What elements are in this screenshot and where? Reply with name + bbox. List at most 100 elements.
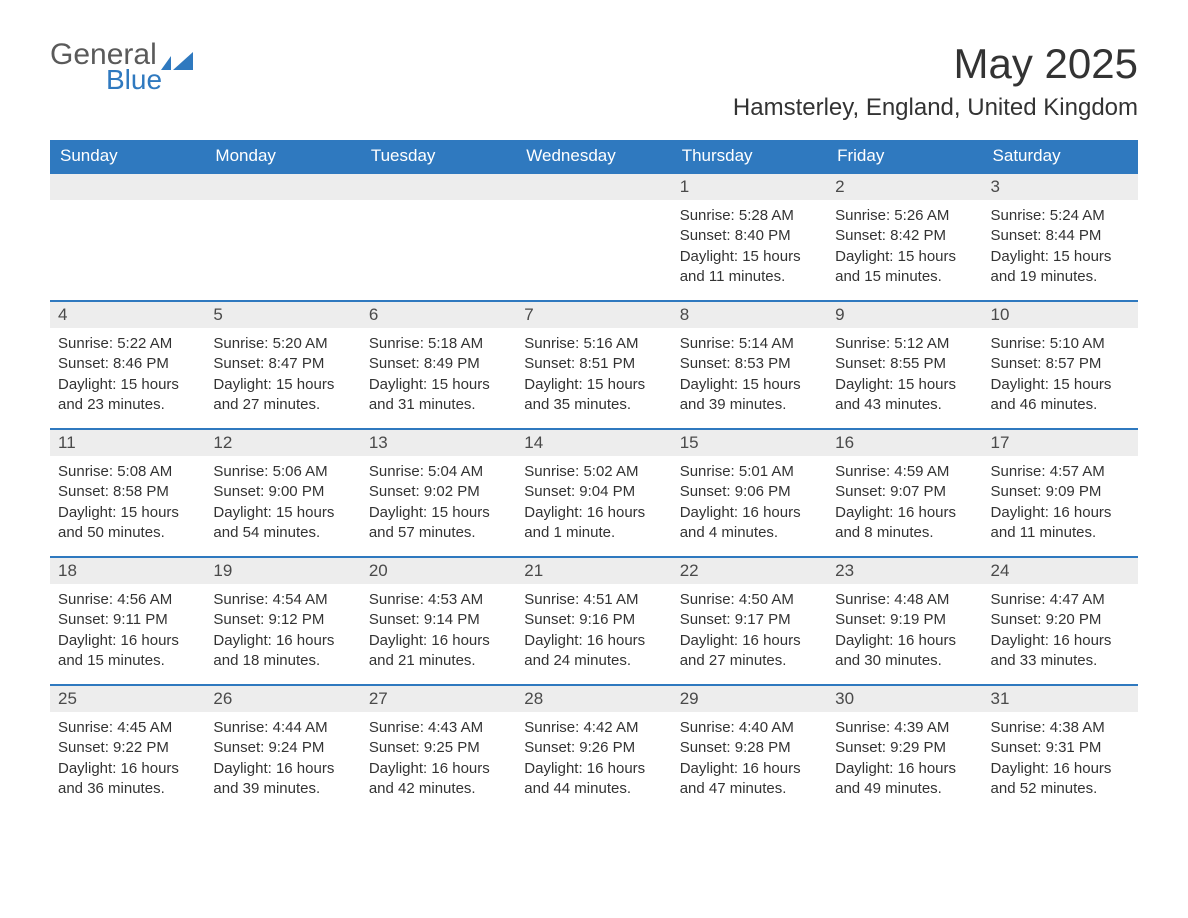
calendar-cell bbox=[361, 173, 516, 301]
daylight-line: Daylight: 15 hours and 31 minutes. bbox=[369, 375, 508, 416]
calendar-cell: 19Sunrise: 4:54 AMSunset: 9:12 PMDayligh… bbox=[205, 557, 360, 685]
sunset-line: Sunset: 8:47 PM bbox=[213, 354, 352, 374]
day-details: Sunrise: 4:42 AMSunset: 9:26 PMDaylight:… bbox=[516, 712, 671, 805]
daylight-line: Daylight: 16 hours and 47 minutes. bbox=[680, 759, 819, 800]
sunset-line: Sunset: 9:28 PM bbox=[680, 738, 819, 758]
day-of-week-header: Friday bbox=[827, 140, 982, 173]
day-details: Sunrise: 5:06 AMSunset: 9:00 PMDaylight:… bbox=[205, 456, 360, 549]
calendar-cell bbox=[50, 173, 205, 301]
sunrise-line: Sunrise: 5:22 AM bbox=[58, 334, 197, 354]
sunset-line: Sunset: 8:49 PM bbox=[369, 354, 508, 374]
sunset-line: Sunset: 8:58 PM bbox=[58, 482, 197, 502]
sunset-line: Sunset: 9:24 PM bbox=[213, 738, 352, 758]
calendar-cell: 12Sunrise: 5:06 AMSunset: 9:00 PMDayligh… bbox=[205, 429, 360, 557]
day-number: 15 bbox=[672, 430, 827, 456]
sunset-line: Sunset: 8:57 PM bbox=[991, 354, 1130, 374]
day-number: 2 bbox=[827, 174, 982, 200]
daylight-line: Daylight: 15 hours and 39 minutes. bbox=[680, 375, 819, 416]
sunrise-line: Sunrise: 4:54 AM bbox=[213, 590, 352, 610]
day-details: Sunrise: 4:40 AMSunset: 9:28 PMDaylight:… bbox=[672, 712, 827, 805]
sunrise-line: Sunrise: 5:26 AM bbox=[835, 206, 974, 226]
calendar-cell bbox=[205, 173, 360, 301]
sunset-line: Sunset: 9:12 PM bbox=[213, 610, 352, 630]
calendar-cell: 14Sunrise: 5:02 AMSunset: 9:04 PMDayligh… bbox=[516, 429, 671, 557]
day-details: Sunrise: 5:14 AMSunset: 8:53 PMDaylight:… bbox=[672, 328, 827, 421]
day-number: 27 bbox=[361, 686, 516, 712]
day-details: Sunrise: 4:48 AMSunset: 9:19 PMDaylight:… bbox=[827, 584, 982, 677]
logo: General Blue bbox=[50, 40, 193, 94]
day-details: Sunrise: 5:24 AMSunset: 8:44 PMDaylight:… bbox=[983, 200, 1138, 293]
day-details: Sunrise: 5:26 AMSunset: 8:42 PMDaylight:… bbox=[827, 200, 982, 293]
empty-daynum-bar bbox=[516, 174, 671, 200]
sunrise-line: Sunrise: 5:16 AM bbox=[524, 334, 663, 354]
day-details: Sunrise: 4:57 AMSunset: 9:09 PMDaylight:… bbox=[983, 456, 1138, 549]
title-block: May 2025 Hamsterley, England, United Kin… bbox=[733, 40, 1138, 132]
sunset-line: Sunset: 9:17 PM bbox=[680, 610, 819, 630]
day-number: 16 bbox=[827, 430, 982, 456]
daylight-line: Daylight: 15 hours and 35 minutes. bbox=[524, 375, 663, 416]
day-number: 26 bbox=[205, 686, 360, 712]
day-details: Sunrise: 5:12 AMSunset: 8:55 PMDaylight:… bbox=[827, 328, 982, 421]
daylight-line: Daylight: 16 hours and 11 minutes. bbox=[991, 503, 1130, 544]
daylight-line: Daylight: 16 hours and 24 minutes. bbox=[524, 631, 663, 672]
calendar-cell: 23Sunrise: 4:48 AMSunset: 9:19 PMDayligh… bbox=[827, 557, 982, 685]
sunrise-line: Sunrise: 4:42 AM bbox=[524, 718, 663, 738]
day-number: 21 bbox=[516, 558, 671, 584]
sunset-line: Sunset: 9:16 PM bbox=[524, 610, 663, 630]
sunrise-line: Sunrise: 5:28 AM bbox=[680, 206, 819, 226]
calendar-cell: 29Sunrise: 4:40 AMSunset: 9:28 PMDayligh… bbox=[672, 685, 827, 813]
day-number: 7 bbox=[516, 302, 671, 328]
sunrise-line: Sunrise: 5:18 AM bbox=[369, 334, 508, 354]
calendar-cell: 17Sunrise: 4:57 AMSunset: 9:09 PMDayligh… bbox=[983, 429, 1138, 557]
sunset-line: Sunset: 9:22 PM bbox=[58, 738, 197, 758]
day-number: 12 bbox=[205, 430, 360, 456]
daylight-line: Daylight: 15 hours and 15 minutes. bbox=[835, 247, 974, 288]
sunset-line: Sunset: 9:00 PM bbox=[213, 482, 352, 502]
calendar-cell: 6Sunrise: 5:18 AMSunset: 8:49 PMDaylight… bbox=[361, 301, 516, 429]
day-of-week-header: Saturday bbox=[983, 140, 1138, 173]
day-number: 18 bbox=[50, 558, 205, 584]
day-number: 17 bbox=[983, 430, 1138, 456]
sunrise-line: Sunrise: 4:39 AM bbox=[835, 718, 974, 738]
calendar-cell: 18Sunrise: 4:56 AMSunset: 9:11 PMDayligh… bbox=[50, 557, 205, 685]
day-details: Sunrise: 5:01 AMSunset: 9:06 PMDaylight:… bbox=[672, 456, 827, 549]
daylight-line: Daylight: 16 hours and 39 minutes. bbox=[213, 759, 352, 800]
day-details: Sunrise: 4:38 AMSunset: 9:31 PMDaylight:… bbox=[983, 712, 1138, 805]
daylight-line: Daylight: 16 hours and 15 minutes. bbox=[58, 631, 197, 672]
day-details: Sunrise: 4:45 AMSunset: 9:22 PMDaylight:… bbox=[50, 712, 205, 805]
day-number: 9 bbox=[827, 302, 982, 328]
sunset-line: Sunset: 9:20 PM bbox=[991, 610, 1130, 630]
sunrise-line: Sunrise: 4:56 AM bbox=[58, 590, 197, 610]
sunrise-line: Sunrise: 4:50 AM bbox=[680, 590, 819, 610]
calendar-cell bbox=[516, 173, 671, 301]
sunrise-line: Sunrise: 4:53 AM bbox=[369, 590, 508, 610]
sunset-line: Sunset: 8:46 PM bbox=[58, 354, 197, 374]
day-details: Sunrise: 4:56 AMSunset: 9:11 PMDaylight:… bbox=[50, 584, 205, 677]
calendar-row: 11Sunrise: 5:08 AMSunset: 8:58 PMDayligh… bbox=[50, 429, 1138, 557]
day-details: Sunrise: 4:50 AMSunset: 9:17 PMDaylight:… bbox=[672, 584, 827, 677]
daylight-line: Daylight: 16 hours and 49 minutes. bbox=[835, 759, 974, 800]
day-number: 5 bbox=[205, 302, 360, 328]
calendar-cell: 24Sunrise: 4:47 AMSunset: 9:20 PMDayligh… bbox=[983, 557, 1138, 685]
day-number: 19 bbox=[205, 558, 360, 584]
daylight-line: Daylight: 15 hours and 46 minutes. bbox=[991, 375, 1130, 416]
sunrise-line: Sunrise: 4:45 AM bbox=[58, 718, 197, 738]
calendar-cell: 4Sunrise: 5:22 AMSunset: 8:46 PMDaylight… bbox=[50, 301, 205, 429]
calendar-cell: 20Sunrise: 4:53 AMSunset: 9:14 PMDayligh… bbox=[361, 557, 516, 685]
sunset-line: Sunset: 9:29 PM bbox=[835, 738, 974, 758]
sunrise-line: Sunrise: 5:14 AM bbox=[680, 334, 819, 354]
day-details: Sunrise: 5:10 AMSunset: 8:57 PMDaylight:… bbox=[983, 328, 1138, 421]
day-details: Sunrise: 5:22 AMSunset: 8:46 PMDaylight:… bbox=[50, 328, 205, 421]
sunrise-line: Sunrise: 5:12 AM bbox=[835, 334, 974, 354]
day-details: Sunrise: 5:28 AMSunset: 8:40 PMDaylight:… bbox=[672, 200, 827, 293]
sunrise-line: Sunrise: 4:44 AM bbox=[213, 718, 352, 738]
day-details: Sunrise: 5:20 AMSunset: 8:47 PMDaylight:… bbox=[205, 328, 360, 421]
sunrise-line: Sunrise: 4:51 AM bbox=[524, 590, 663, 610]
sunset-line: Sunset: 9:06 PM bbox=[680, 482, 819, 502]
sunset-line: Sunset: 9:26 PM bbox=[524, 738, 663, 758]
daylight-line: Daylight: 15 hours and 19 minutes. bbox=[991, 247, 1130, 288]
sunset-line: Sunset: 8:55 PM bbox=[835, 354, 974, 374]
day-details: Sunrise: 4:59 AMSunset: 9:07 PMDaylight:… bbox=[827, 456, 982, 549]
calendar-cell: 7Sunrise: 5:16 AMSunset: 8:51 PMDaylight… bbox=[516, 301, 671, 429]
sunset-line: Sunset: 9:31 PM bbox=[991, 738, 1130, 758]
